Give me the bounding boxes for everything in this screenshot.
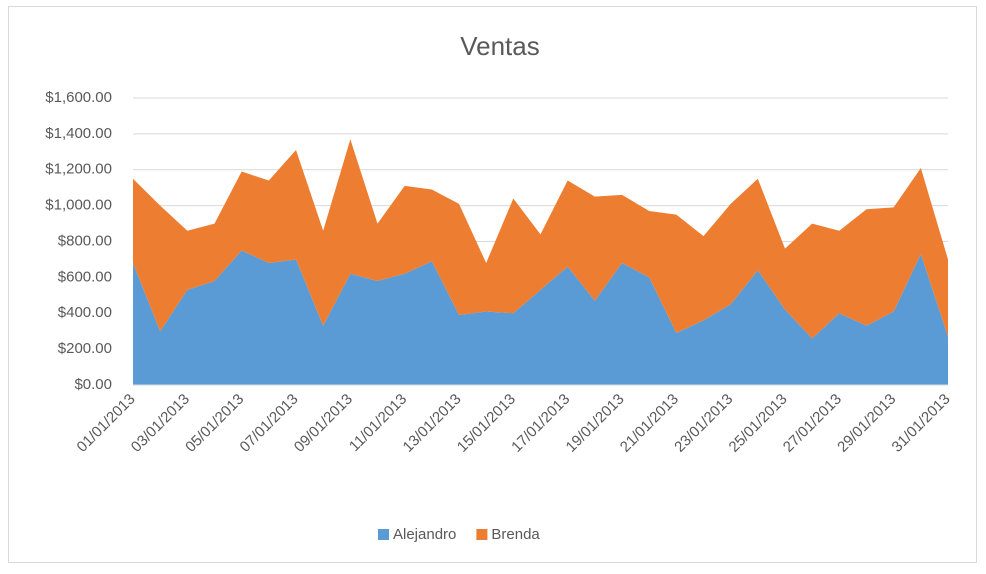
legend-label: Brenda (491, 526, 540, 543)
y-tick-label: $600.00 (58, 268, 112, 285)
y-tick-label: $1,200.00 (45, 161, 112, 178)
chart-title: Ventas (460, 31, 540, 61)
y-tick-label: $1,400.00 (45, 125, 112, 142)
y-tick-label: $800.00 (58, 232, 112, 249)
y-tick-label: $0.00 (74, 376, 112, 393)
y-tick-label: $200.00 (58, 340, 112, 357)
legend-swatch (476, 529, 488, 540)
area (133, 250, 948, 385)
legend-swatch (378, 529, 389, 540)
y-tick-label: $1,600.00 (45, 89, 112, 106)
y-tick-label: $1,000.00 (45, 197, 112, 214)
legend-label: Alejandro (393, 526, 456, 543)
area (133, 139, 948, 339)
y-tick-label: $400.00 (58, 304, 112, 321)
